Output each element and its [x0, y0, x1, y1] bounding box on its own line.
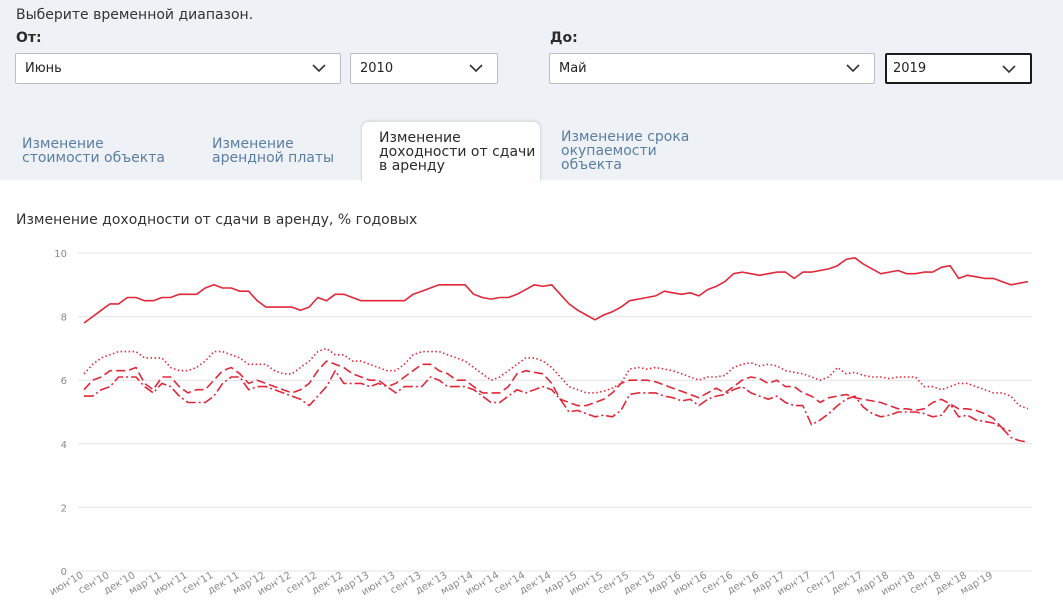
y-tick-label: 6 [61, 376, 67, 387]
yield-chart: 0246810июн'10сен'10дек'10мар'11июн'11сен… [48, 249, 1032, 598]
y-tick-label: 8 [61, 313, 67, 324]
from-year-value: 2010 [360, 61, 394, 76]
y-tick-label: 2 [61, 503, 67, 514]
tab-label: Изменение доходности от сдачи в аренду [379, 130, 536, 174]
range-prompt: Выберите временной диапазон. [16, 7, 254, 23]
tab-rent[interactable]: Изменение арендной платы [212, 137, 334, 165]
tab-label: Изменение стоимости объекта [22, 136, 165, 166]
from-label: От: [16, 30, 42, 46]
from-year-select[interactable]: 2010 [350, 53, 498, 84]
chevron-down-icon [312, 64, 326, 73]
to-month-select[interactable]: Май [549, 53, 875, 84]
chevron-down-icon [1002, 65, 1016, 74]
y-tick-label: 10 [54, 249, 67, 260]
y-tick-label: 4 [61, 440, 67, 451]
series-line-dashdot [84, 369, 1029, 443]
series-line-dashed [83, 360, 1011, 432]
tab-property-value[interactable]: Изменение стоимости объекта [22, 137, 165, 165]
tab-payback-period[interactable]: Изменение срока окупаемости объекта [561, 130, 689, 172]
from-month-select[interactable]: Июнь [15, 53, 341, 84]
to-label: До: [550, 30, 578, 46]
tab-rental-yield[interactable]: Изменение доходности от сдачи в аренду [361, 121, 541, 181]
y-tick-label: 0 [61, 567, 67, 578]
series-line-solid [83, 256, 1029, 324]
tab-label: Изменение арендной платы [212, 136, 335, 166]
to-month-value: Май [559, 61, 587, 76]
to-year-value: 2019 [893, 61, 927, 76]
chart-title: Изменение доходности от сдачи в аренду, … [16, 212, 418, 228]
from-month-value: Июнь [25, 61, 62, 76]
to-year-select[interactable]: 2019 [885, 53, 1032, 84]
series-line-dotted [83, 347, 1029, 410]
chevron-down-icon [846, 64, 860, 73]
tab-label: Изменение срока окупаемости объекта [561, 129, 690, 173]
chevron-down-icon [469, 64, 483, 73]
